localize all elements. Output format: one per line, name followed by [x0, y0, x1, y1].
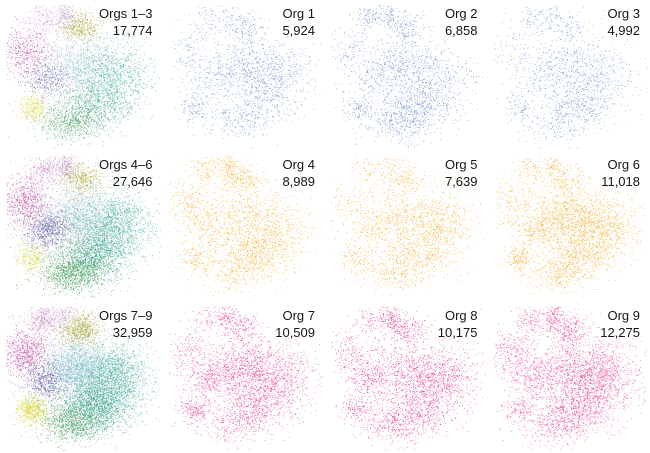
umap-scatter-canvas [0, 0, 163, 151]
umap-panel-orgs-1-3: Orgs 1–3 17,774 [0, 0, 163, 151]
umap-scatter-canvas [162, 0, 325, 151]
umap-panel-org-3: Org 3 4,992 [487, 0, 650, 151]
umap-scatter-canvas [487, 151, 650, 302]
umap-panel-org-1: Org 1 5,924 [162, 0, 325, 151]
umap-panel-org-7: Org 7 10,509 [162, 302, 325, 453]
umap-scatter-canvas [0, 302, 163, 453]
umap-panel-org-9: Org 9 12,275 [487, 302, 650, 453]
umap-panel-org-6: Org 6 11,018 [487, 151, 650, 302]
umap-panel-org-5: Org 5 7,639 [325, 151, 488, 302]
umap-scatter-canvas [162, 151, 325, 302]
umap-scatter-canvas [325, 151, 488, 302]
umap-panel-org-4: Org 4 8,989 [162, 151, 325, 302]
umap-panel-org-8: Org 8 10,175 [325, 302, 488, 453]
umap-panel-org-2: Org 2 6,858 [325, 0, 488, 151]
umap-scatter-canvas [0, 151, 163, 302]
umap-scatter-canvas [325, 0, 488, 151]
umap-scatter-canvas [487, 0, 650, 151]
umap-scatter-canvas [325, 302, 488, 453]
umap-scatter-canvas [487, 302, 650, 453]
umap-panel-orgs-4-6: Orgs 4–6 27,646 [0, 151, 163, 302]
umap-scatter-canvas [162, 302, 325, 453]
umap-panel-orgs-7-9: Orgs 7–9 32,959 [0, 302, 163, 453]
